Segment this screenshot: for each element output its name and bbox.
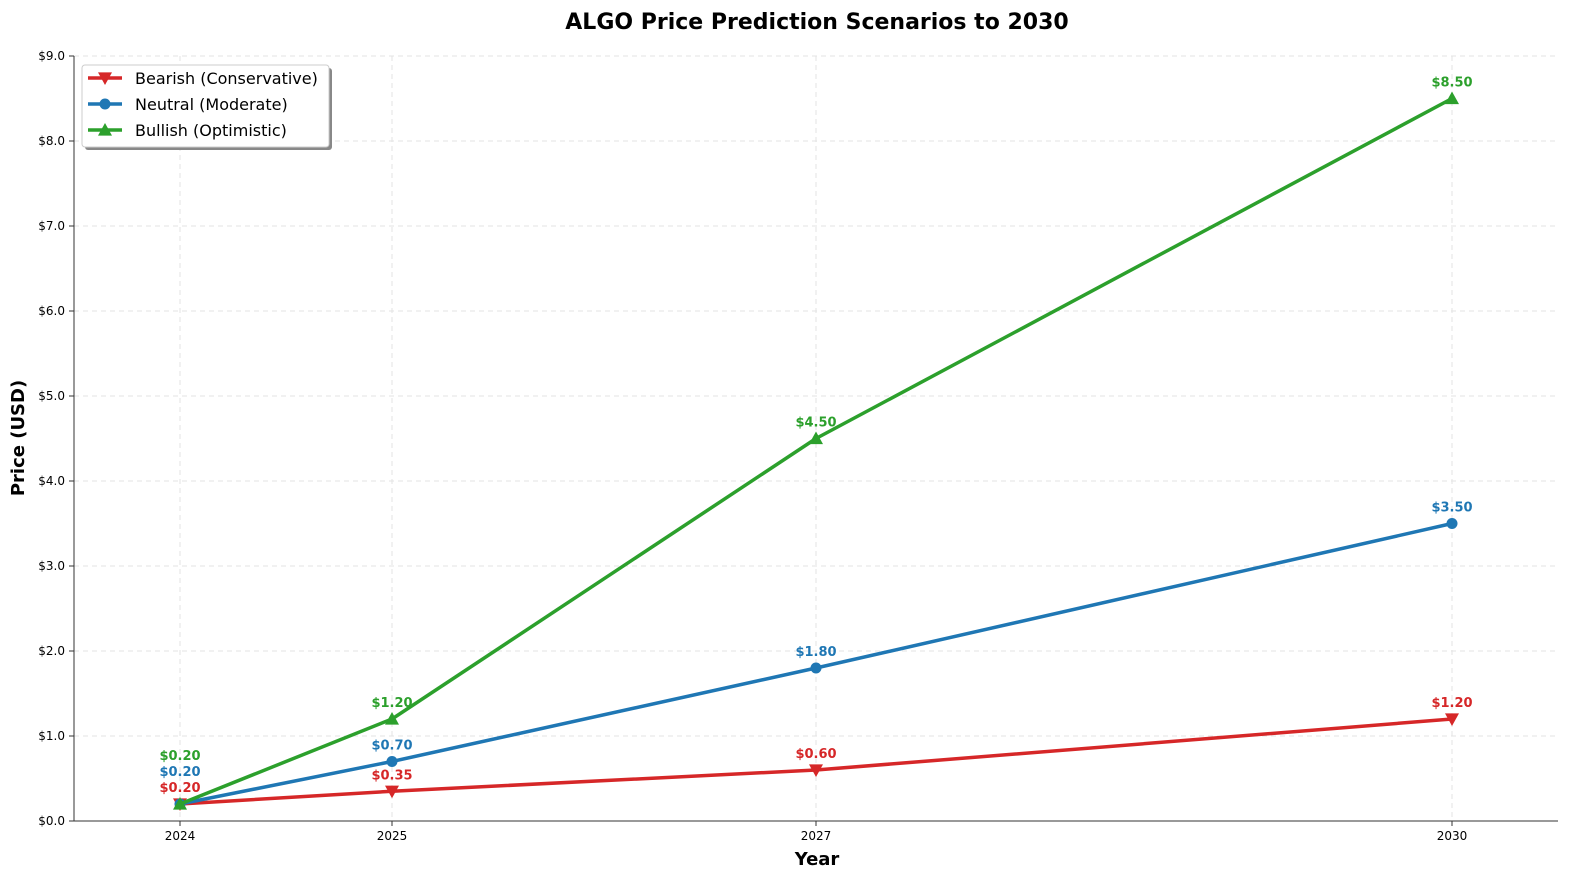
y-tick-label: $6.0 (38, 304, 65, 318)
data-point (385, 712, 399, 725)
y-tick-label: $0.0 (38, 814, 65, 828)
data-point (386, 756, 398, 767)
data-label: $3.50 (1431, 501, 1472, 516)
y-axis-label: Price (USD) (8, 380, 29, 496)
data-label: $1.80 (795, 645, 836, 660)
x-tick-label: 2030 (1437, 829, 1468, 843)
data-label: $1.20 (1431, 696, 1472, 711)
legend-label: Neutral (Moderate) (135, 95, 288, 114)
data-label: $0.35 (371, 768, 412, 783)
data-label: $8.50 (1431, 76, 1472, 91)
chart-title: ALGO Price Prediction Scenarios to 2030 (565, 10, 1068, 35)
series-line (179, 717, 1453, 806)
data-label: $0.20 (159, 765, 200, 780)
y-tick-label: $1.0 (38, 729, 65, 743)
legend-marker (98, 72, 112, 85)
data-label: $0.20 (159, 781, 200, 796)
data-point (1445, 713, 1459, 726)
data-point (1445, 91, 1459, 105)
data-label: $4.50 (795, 416, 836, 431)
y-tick-label: $7.0 (38, 219, 65, 233)
x-tick-label: 2025 (377, 829, 408, 843)
data-point (173, 797, 187, 810)
y-tick-label: $8.0 (38, 134, 65, 148)
data-label: $1.20 (371, 696, 412, 711)
y-tick-label: $5.0 (38, 389, 65, 403)
series-line (179, 96, 1453, 806)
legend-label: Bearish (Conservative) (135, 69, 318, 88)
series-line (179, 521, 1453, 806)
data-label: $0.70 (371, 739, 412, 754)
data-point (809, 431, 823, 445)
data-label: $0.60 (795, 747, 836, 762)
legend-box (81, 64, 330, 148)
data-label: $0.20 (159, 749, 200, 764)
data-point (1446, 518, 1458, 529)
data-point (810, 662, 822, 674)
x-axis-label: Year (794, 849, 840, 870)
y-tick-label: $2.0 (38, 644, 65, 658)
series-2 (173, 91, 1459, 810)
legend-label: Bullish (Optimistic) (135, 121, 287, 140)
data-point (385, 785, 399, 799)
y-tick-label: $4.0 (38, 474, 65, 488)
data-point (809, 764, 823, 777)
legend-marker (99, 98, 111, 110)
x-tick-label: 2027 (801, 829, 832, 843)
series-1 (174, 518, 1458, 810)
y-tick-label: $3.0 (38, 559, 65, 573)
x-tick-label: 2024 (165, 829, 196, 843)
legend-marker (98, 123, 112, 136)
y-tick-label: $9.0 (38, 49, 65, 63)
